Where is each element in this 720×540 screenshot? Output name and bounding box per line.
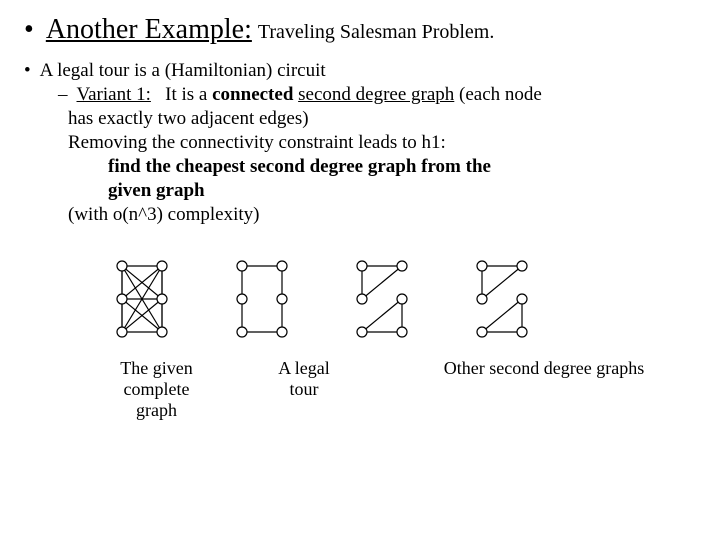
dash: – (58, 84, 68, 106)
line6: (with o(n^3) complexity) (68, 204, 259, 226)
vt-a: It is a (165, 84, 212, 105)
cap1b: complete (99, 379, 214, 400)
captions-row: The given complete graph A legal tour Ot… (94, 358, 696, 421)
body-bullet: • (24, 60, 31, 82)
vt-d: second degree graph (298, 84, 454, 105)
graph-tour (222, 254, 302, 344)
line3: has exactly two adjacent edges) (68, 108, 309, 130)
variant-line: Variant 1: It is a connected second degr… (77, 84, 542, 106)
vt-b: connected (212, 84, 293, 105)
caption-complete: The given complete graph (99, 358, 214, 421)
line5b: given graph (108, 180, 205, 202)
graph-other1 (342, 254, 422, 344)
caption-other: Other second degree graphs (414, 358, 674, 421)
variant-label: Variant 1: (77, 84, 151, 105)
line4: Removing the connectivity constraint lea… (68, 132, 446, 154)
title-sub: Traveling Salesman Problem. (258, 21, 494, 44)
cap2a: A legal (254, 358, 354, 379)
title-bullet: • (24, 14, 34, 46)
graph-other2 (462, 254, 542, 344)
line1: A legal tour is a (Hamiltonian) circuit (40, 60, 326, 82)
cap2b: tour (254, 379, 354, 400)
cap1a: The given (99, 358, 214, 379)
graphs-row (102, 254, 696, 344)
graph-complete (102, 254, 182, 344)
title-main: Another Example: (46, 14, 252, 46)
caption-tour: A legal tour (254, 358, 354, 421)
cap3: Other second degree graphs (414, 358, 674, 379)
vt-e: (each node (454, 84, 542, 105)
line5a: find the cheapest second degree graph fr… (108, 156, 491, 178)
cap1c: graph (99, 400, 214, 421)
